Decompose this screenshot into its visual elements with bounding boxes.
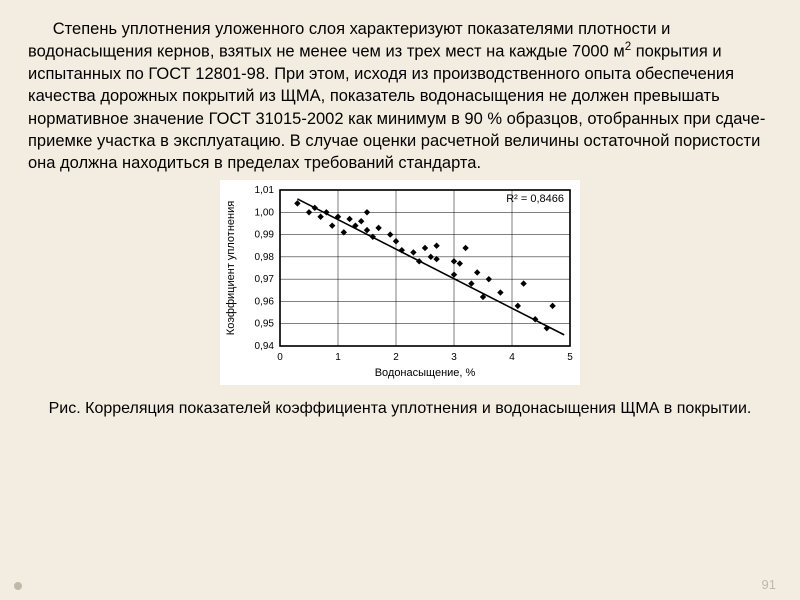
svg-text:2: 2 xyxy=(393,352,399,363)
svg-text:1: 1 xyxy=(335,352,341,363)
chart-container: 0 1 2 3 4 5 0,94 0,95 0,96 0,97 0,98 0,99 1,00 1,01 R²… xyxy=(220,180,580,385)
page-number: 91 xyxy=(762,577,776,592)
footer-bullet xyxy=(14,582,22,590)
body-paragraph: Степень уплотнения уложенного слоя харак… xyxy=(28,18,772,174)
svg-text:0: 0 xyxy=(277,352,283,363)
svg-text:0,97: 0,97 xyxy=(255,275,275,286)
svg-text:Водонасыщение, %: Водонасыщение, % xyxy=(375,367,476,379)
svg-text:4: 4 xyxy=(509,352,515,363)
svg-text:0,98: 0,98 xyxy=(255,252,275,263)
svg-text:0,95: 0,95 xyxy=(255,319,275,330)
svg-text:Коэффициент уплотнения: Коэффициент уплотнения xyxy=(225,201,237,335)
svg-text:0,99: 0,99 xyxy=(255,230,275,241)
figure-caption: Рис. Корреляция показателей коэффициента… xyxy=(28,399,772,420)
svg-text:R² = 0,8466: R² = 0,8466 xyxy=(506,193,564,205)
svg-text:5: 5 xyxy=(567,352,573,363)
svg-text:0,96: 0,96 xyxy=(255,297,275,308)
para-post: покрытия и испытанных по ГОСТ 12801-98. … xyxy=(28,43,765,172)
para-pre: Степень уплотнения уложенного слоя харак… xyxy=(28,20,670,61)
svg-text:3: 3 xyxy=(451,352,457,363)
svg-text:0,94: 0,94 xyxy=(255,341,275,352)
svg-text:1,00: 1,00 xyxy=(255,208,275,219)
scatter-chart: 0 1 2 3 4 5 0,94 0,95 0,96 0,97 0,98 0,99 1,00 1,01 R²… xyxy=(220,180,580,380)
svg-text:1,01: 1,01 xyxy=(255,185,275,196)
